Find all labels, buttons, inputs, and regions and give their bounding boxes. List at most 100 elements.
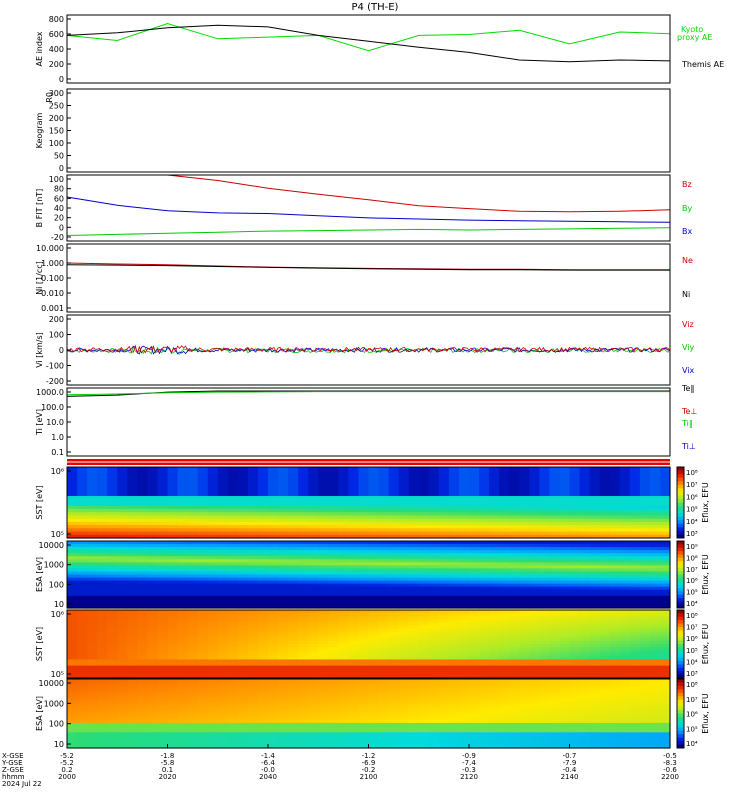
xtick-value: -7.9 [563,759,577,767]
ytick-label: 100 [49,720,64,729]
xtick-value: 2120 [460,773,478,781]
ytick-label: 200 [49,315,64,324]
ytick-label: 100 [49,580,64,589]
ytick-label: 10⁶ [51,467,64,476]
colorbar-tick: 10⁷ [686,624,698,632]
xtick-value: -5.2 [60,752,74,760]
panel-frame [66,466,671,539]
xtick-value: -0.4 [563,766,577,774]
series-line-te- [66,390,670,397]
xtick-value: -1.4 [261,752,275,760]
colorbar-label: Eflux, EFU [701,554,710,595]
legend-bz: Bz [682,180,692,189]
ytick-label: 0.010 [41,289,64,298]
xtick-value: -1.2 [362,752,376,760]
panel-ylabel: AE index [35,31,44,66]
ephem-row-label: X-GSE [2,752,24,760]
ytick-label: 10⁵ [51,670,64,679]
colorbar-tick: 10⁸ [686,612,698,620]
colorbar-tick: 10⁶ [686,493,698,501]
ytick-label: 10.0 [46,418,64,427]
ytick-label: 100 [49,331,64,340]
colorbar-tick: 10⁷ [686,696,698,704]
ytick-label: 400 [49,45,64,54]
panel-ylabel: B FIT [nT] [35,189,44,228]
panel-ylabel: ESA [eV] [35,696,44,731]
ytick-label: 10⁶ [51,610,64,619]
panel-frame [66,88,671,173]
xtick-value: -1.8 [161,752,175,760]
xtick-value: 0.1 [162,766,173,774]
ytick-label: 10 [54,740,64,749]
ytick-label: 60 [54,194,64,203]
colorbar-tick: 10⁴ [686,600,698,608]
ytick-label: 1000.0 [36,388,64,397]
xtick-value: 2200 [661,773,679,781]
xtick-value: -0.0 [261,766,275,774]
colorbar-tick: 10⁶ [686,635,698,643]
legend-ni: Ni [682,290,690,299]
ytick-label: 600 [49,30,64,39]
panel-ylabel: Ni [1/cc] [35,261,44,295]
series-line-kyoto-proxy-ae [66,22,671,52]
spectrogram-6 [67,467,671,539]
xtick-value: 2040 [259,773,277,781]
legend-ne: Ne [682,256,693,265]
xtick-value: 2000 [58,773,76,781]
ytick-label: 300 [49,89,64,98]
ytick-label: 200 [49,114,64,123]
colorbar-tick: 10⁴ [686,740,698,748]
series-line-bz [167,174,671,213]
spectrogram-9 [67,679,671,749]
ytick-label: 80 [54,185,64,194]
panel-frame [66,14,671,84]
panel-ylabel: Vi [km/s] [35,332,44,368]
ytick-label: 1000 [44,699,64,708]
legend-themis: Themis AE [681,60,724,69]
panel-frame [66,174,671,242]
xtick-value: 2140 [561,773,579,781]
ephem-row-label: Y-GSE [1,759,23,767]
legend-vix: Vix [682,366,695,375]
ytick-label: 0 [59,75,64,84]
xtick-value: -0.7 [563,752,577,760]
ytick-label: 250 [49,102,64,111]
colorbar-tick: 10⁶ [686,711,698,719]
ytick-label: 0.1 [51,448,64,457]
colorbar-frame [676,540,685,609]
legend-temp-2: Ti‖ [681,419,693,428]
legend-viy: Viy [682,343,695,352]
ytick-label: 1.000 [41,259,64,268]
velocity-trace [66,345,671,355]
panel-frame [66,540,671,609]
legend-kyoto: Kyoto [681,25,703,34]
colorbar-tick: 10⁷ [686,566,698,574]
xtick-value: -6.9 [362,759,376,767]
keogram-top-label: R0 [45,92,54,103]
legend-temp-0: Te‖ [681,384,694,393]
xtick-value: -0.5 [663,752,677,760]
panel-ylabel: Keogram [35,112,44,148]
colorbar-tick: 10⁸ [686,469,698,477]
ytick-label: 1.0 [51,433,64,442]
xtick-value: -0.3 [462,766,476,774]
xtick-value: -0.6 [663,766,677,774]
ytick-label: -200 [46,377,64,386]
colorbar-tick: 10⁹ [686,543,698,551]
colorbar [677,467,684,539]
colorbar-frame [676,609,685,679]
colorbar-tick: 10⁸ [686,681,698,689]
ytick-label: 10.000 [36,244,64,253]
xtick-value: -8.3 [663,759,677,767]
legend-temp-3: Ti⊥ [681,442,696,451]
xtick-value: -5.2 [60,759,74,767]
velocity-trace [66,344,671,355]
xtick-value: 2100 [360,773,378,781]
colorbar-tick: 10⁵ [686,725,698,733]
panel-ylabel: SST [eV] [35,485,44,519]
colorbar [677,610,684,679]
ytick-label: 0 [59,164,64,173]
ytick-label: 100 [49,139,64,148]
spectrogram-7 [67,541,671,609]
